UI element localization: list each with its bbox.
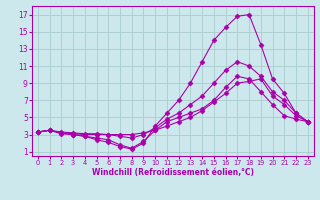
X-axis label: Windchill (Refroidissement éolien,°C): Windchill (Refroidissement éolien,°C) [92, 168, 254, 177]
